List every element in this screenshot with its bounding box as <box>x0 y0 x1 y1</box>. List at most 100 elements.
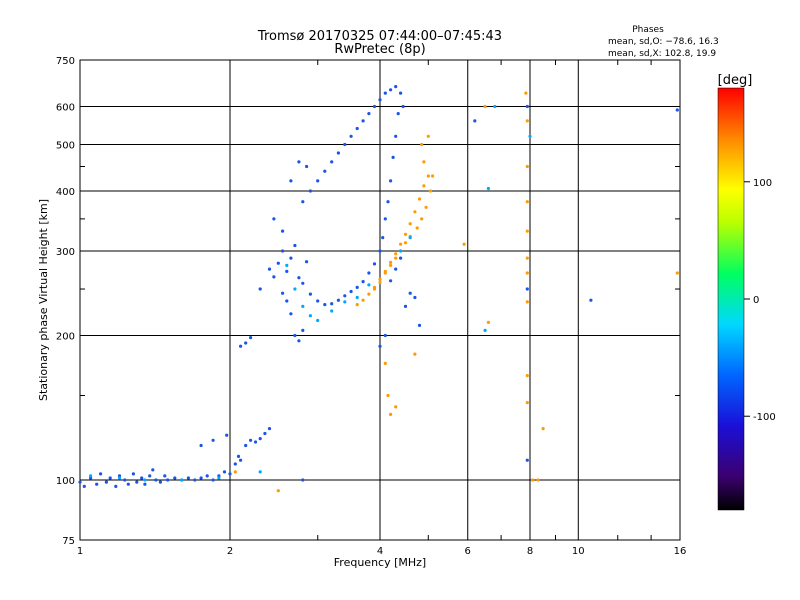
data-point <box>389 179 393 183</box>
data-point <box>536 478 540 482</box>
colorbar-gradient <box>717 87 745 511</box>
data-point <box>525 271 529 275</box>
data-point <box>114 484 118 488</box>
data-point <box>525 104 529 109</box>
data-point <box>473 119 477 123</box>
data-point <box>399 242 403 246</box>
data-point <box>297 339 301 343</box>
data-point <box>258 287 262 291</box>
x-axis-ticks: 1 2 4 6 8 10 16 <box>77 60 687 557</box>
data-point <box>308 314 312 318</box>
data-point <box>378 277 382 281</box>
data-point <box>401 104 405 109</box>
data-point <box>199 476 203 480</box>
data-point <box>158 480 162 484</box>
data-point <box>173 476 177 480</box>
data-point <box>367 292 371 296</box>
data-point <box>394 252 398 256</box>
data-point <box>140 476 144 480</box>
data-point <box>378 280 382 285</box>
colorbar-tick-label: 0 <box>753 295 759 306</box>
data-point <box>361 298 365 302</box>
data-point <box>233 470 237 474</box>
data-point <box>415 226 419 230</box>
data-point <box>301 281 305 285</box>
data-point <box>349 289 353 294</box>
data-point <box>355 303 359 307</box>
y-tick-label: 200 <box>56 332 75 343</box>
data-point <box>383 91 387 95</box>
data-point <box>403 241 408 245</box>
data-point <box>258 470 262 474</box>
colorbar-label: [deg] <box>718 73 753 88</box>
data-point <box>239 344 243 348</box>
y-tick-label: 600 <box>56 103 75 114</box>
data-point <box>389 279 393 283</box>
data-point <box>403 304 408 308</box>
data-point <box>293 243 297 248</box>
data-point <box>289 256 293 260</box>
colorbar-tick-label: -100 <box>753 412 776 423</box>
data-point <box>89 474 93 478</box>
data-point <box>408 291 412 295</box>
data-point <box>239 458 243 462</box>
data-point <box>154 478 158 482</box>
x-tick-label: 1 <box>77 546 83 557</box>
grid-lines <box>80 60 680 540</box>
data-point <box>82 484 86 488</box>
data-point <box>330 160 334 164</box>
data-point <box>330 309 334 313</box>
data-point <box>308 292 312 296</box>
data-point <box>389 88 393 92</box>
data-point <box>193 478 197 482</box>
data-point <box>276 489 280 493</box>
phase-info: Phases mean, sd,O: −78.6, 16.3 mean, sd,… <box>608 25 719 59</box>
data-point <box>383 333 387 338</box>
data-point <box>399 91 403 95</box>
data-point <box>95 482 99 486</box>
data-point <box>135 480 139 484</box>
data-point <box>462 242 466 246</box>
data-point <box>323 303 327 307</box>
data-point <box>541 427 545 431</box>
data-point <box>483 328 487 332</box>
data-point <box>420 142 424 147</box>
data-point <box>104 480 108 484</box>
data-point <box>289 312 293 316</box>
data-point <box>394 256 398 260</box>
data-point <box>367 112 371 116</box>
data-point <box>355 285 359 289</box>
data-point <box>361 119 365 123</box>
data-point <box>426 134 430 138</box>
phase-info-o: mean, sd,O: −78.6, 16.3 <box>608 37 719 47</box>
x-tick-label: 16 <box>674 546 687 557</box>
data-point <box>389 263 393 267</box>
data-point <box>305 164 309 169</box>
data-point <box>589 298 593 302</box>
data-point <box>525 300 529 304</box>
data-point <box>289 179 293 183</box>
data-point <box>126 482 130 486</box>
data-point <box>399 249 403 253</box>
data-point <box>413 352 417 356</box>
chart-title: Tromsø 20170325 07:44:00–07:45:43 <box>257 29 502 44</box>
data-point <box>225 433 229 437</box>
data-point <box>525 164 529 169</box>
data-point <box>143 482 147 486</box>
data-point <box>413 295 417 300</box>
data-point <box>222 470 227 474</box>
data-point <box>367 283 371 287</box>
data-point <box>525 200 529 204</box>
y-tick-label: 100 <box>56 476 75 487</box>
data-point <box>258 437 262 441</box>
data-point <box>316 179 320 183</box>
x-tick-label: 6 <box>465 546 471 557</box>
data-point <box>211 478 215 482</box>
data-point <box>236 454 241 458</box>
data-point <box>233 462 237 466</box>
data-point <box>422 160 426 164</box>
data-point <box>285 263 289 267</box>
data-point <box>378 344 382 348</box>
y-axis-label: Stationary phase Virtual Height [km] <box>37 199 50 401</box>
